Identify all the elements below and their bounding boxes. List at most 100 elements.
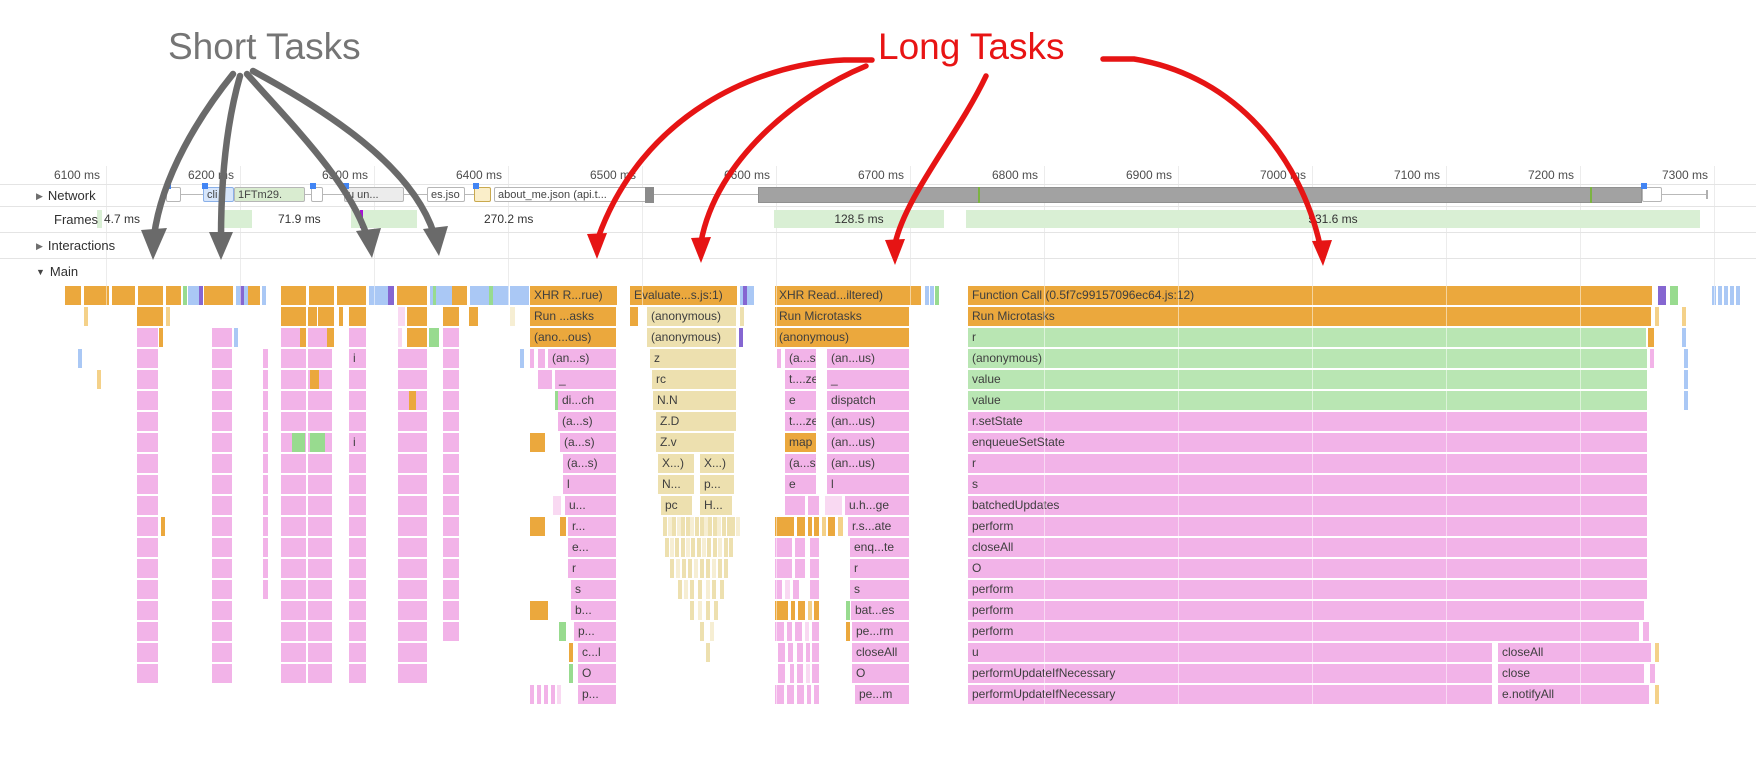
flame-bar[interactable]	[443, 622, 459, 641]
flame-bar[interactable]	[518, 286, 522, 305]
flame-bar[interactable]: p...	[574, 622, 616, 641]
flame-bar[interactable]	[686, 517, 690, 536]
network-request-pill[interactable]: 1FTm29.	[234, 187, 305, 202]
flame-bar[interactable]	[244, 286, 248, 305]
flame-bar[interactable]	[388, 286, 394, 305]
network-long-request-bar[interactable]	[758, 187, 1642, 203]
flame-bar[interactable]	[112, 286, 135, 305]
flame-bar[interactable]	[137, 433, 158, 452]
flame-bar[interactable]	[204, 286, 233, 305]
flame-bar[interactable]	[281, 454, 306, 473]
flame-bar[interactable]	[807, 685, 811, 704]
flame-bar[interactable]	[236, 286, 240, 305]
flame-bar[interactable]: (an...s)	[548, 349, 616, 368]
flame-bar[interactable]	[212, 328, 232, 347]
flame-bar[interactable]	[137, 559, 158, 578]
flame-bar[interactable]	[1658, 286, 1666, 305]
flame-bar[interactable]	[810, 538, 819, 557]
flame-bar[interactable]: H...	[700, 496, 732, 515]
flame-bar[interactable]	[750, 286, 754, 305]
flame-bar[interactable]	[452, 286, 467, 305]
flame-bar[interactable]: r	[968, 454, 1647, 473]
flame-bar[interactable]	[925, 286, 929, 305]
flame-bar[interactable]	[682, 559, 686, 578]
flame-bar[interactable]	[808, 517, 812, 536]
track-network-toggle[interactable]: ▶ Network	[36, 188, 96, 203]
flame-bar[interactable]	[724, 538, 728, 557]
flame-bar[interactable]	[398, 664, 427, 683]
flame-bar[interactable]	[795, 622, 802, 641]
flame-bar[interactable]	[409, 391, 416, 410]
flame-bar[interactable]	[497, 286, 501, 305]
flame-bar[interactable]	[1684, 370, 1688, 389]
flame-bar[interactable]	[397, 286, 427, 305]
flame-bar[interactable]	[810, 559, 819, 578]
flame-bar[interactable]: (an...us)	[827, 454, 909, 473]
flame-bar[interactable]	[310, 370, 319, 389]
flame-bar[interactable]	[443, 538, 459, 557]
flame-bar[interactable]	[263, 412, 268, 431]
flame-bar[interactable]	[443, 496, 459, 515]
flame-bar[interactable]	[137, 370, 158, 389]
flame-bar[interactable]	[720, 580, 724, 599]
flame-bar[interactable]: value	[968, 391, 1647, 410]
flame-bar[interactable]	[670, 559, 674, 578]
flame-bar[interactable]: _	[555, 370, 616, 389]
flame-bar[interactable]	[349, 391, 366, 410]
flame-bar[interactable]	[137, 454, 158, 473]
flame-bar[interactable]	[470, 286, 474, 305]
flame-bar[interactable]	[838, 517, 843, 536]
flame-bar[interactable]	[240, 286, 244, 305]
flame-bar[interactable]	[694, 559, 698, 578]
flame-bar[interactable]	[308, 643, 332, 662]
flame-bar[interactable]	[349, 454, 366, 473]
flame-bar[interactable]	[84, 307, 88, 326]
flame-bar[interactable]	[281, 307, 306, 326]
flame-bar[interactable]	[530, 433, 545, 452]
flame-bar[interactable]: (anonymous)	[968, 349, 1647, 368]
flame-bar[interactable]: enqueueSetState	[968, 433, 1647, 452]
flame-bar[interactable]	[263, 580, 268, 599]
flame-bar[interactable]	[308, 307, 317, 326]
flame-bar[interactable]	[690, 601, 694, 620]
flame-bar[interactable]	[281, 601, 306, 620]
flame-bar[interactable]	[698, 580, 702, 599]
flame-bar[interactable]: (an...us)	[827, 412, 909, 431]
flame-bar[interactable]	[1682, 307, 1686, 326]
flame-bar[interactable]	[686, 538, 690, 557]
flame-bar[interactable]	[1670, 286, 1678, 305]
flame-bar[interactable]: e	[785, 475, 816, 494]
flame-bar[interactable]	[1650, 349, 1654, 368]
flame-bar[interactable]	[812, 643, 819, 662]
flame-bar[interactable]	[349, 496, 366, 515]
flame-bar[interactable]	[1730, 286, 1734, 305]
flame-bar[interactable]	[398, 643, 427, 662]
flame-bar[interactable]: (anonymous)	[647, 328, 736, 347]
flame-bar[interactable]	[263, 538, 268, 557]
flame-bar[interactable]: perform	[968, 622, 1639, 641]
flame-bar[interactable]	[700, 517, 704, 536]
flame-bar[interactable]: b...	[571, 601, 616, 620]
flame-bar[interactable]	[530, 517, 545, 536]
flame-bar[interactable]	[797, 664, 803, 683]
flame-bar[interactable]	[1648, 328, 1654, 347]
flame-bar[interactable]	[263, 370, 268, 389]
flame-bar[interactable]	[308, 412, 332, 431]
flame-bar[interactable]	[212, 538, 232, 557]
flame-bar[interactable]	[778, 643, 785, 662]
flame-bar[interactable]	[702, 538, 706, 557]
flame-bar[interactable]	[436, 286, 440, 305]
flame-bar[interactable]	[398, 622, 427, 641]
flame-bar[interactable]: r	[968, 328, 1646, 347]
flame-bar[interactable]	[234, 328, 238, 347]
flame-bar[interactable]	[212, 496, 232, 515]
flame-bar[interactable]	[310, 433, 325, 452]
flame-bar[interactable]	[1682, 328, 1686, 347]
flame-bar[interactable]: map	[785, 433, 816, 452]
flame-bar[interactable]	[569, 664, 573, 683]
flame-bar[interactable]: r.s...ate	[848, 517, 909, 536]
flame-bar[interactable]	[706, 601, 710, 620]
flame-bar[interactable]	[797, 643, 803, 662]
flame-bar[interactable]	[281, 538, 306, 557]
flame-bar[interactable]	[569, 643, 573, 662]
